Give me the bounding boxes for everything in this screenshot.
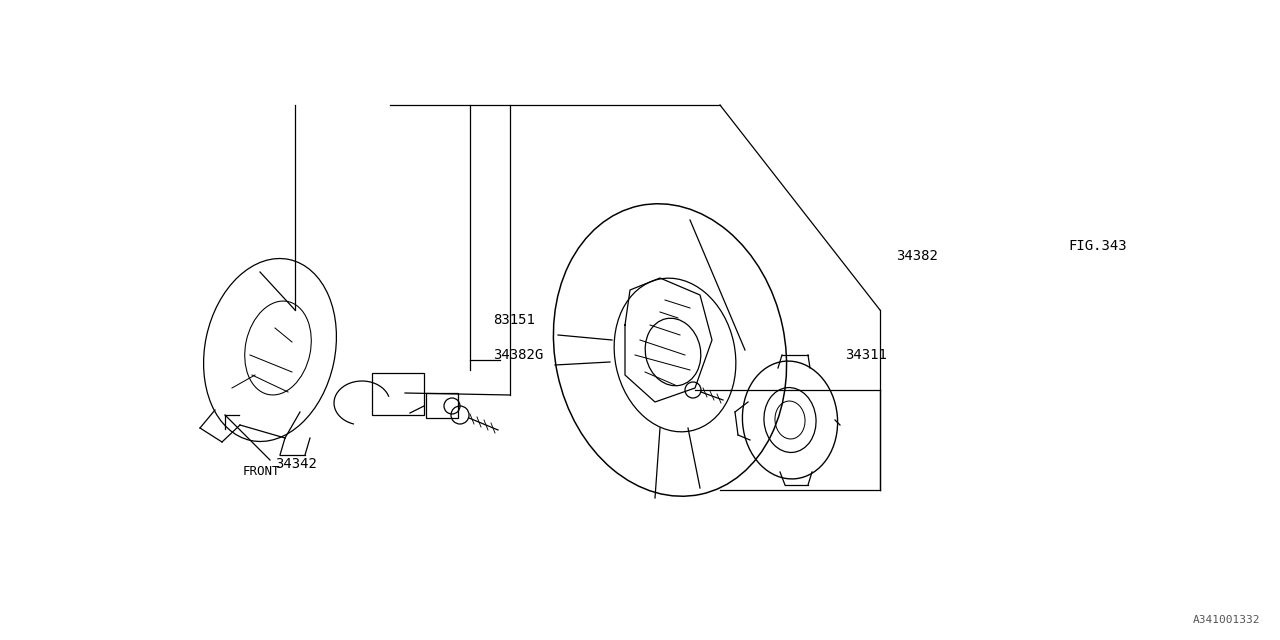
Text: 34382G: 34382G [493, 348, 543, 362]
Text: 34382: 34382 [896, 249, 938, 263]
Text: FIG.343: FIG.343 [1069, 239, 1128, 253]
Bar [426, 393, 458, 418]
Text: 83151: 83151 [493, 313, 535, 327]
Text: A341001332: A341001332 [1193, 615, 1260, 625]
Text: 34342: 34342 [275, 457, 317, 471]
Text: 34311: 34311 [845, 348, 887, 362]
Text: FRONT: FRONT [243, 465, 280, 478]
Bar [372, 373, 424, 415]
